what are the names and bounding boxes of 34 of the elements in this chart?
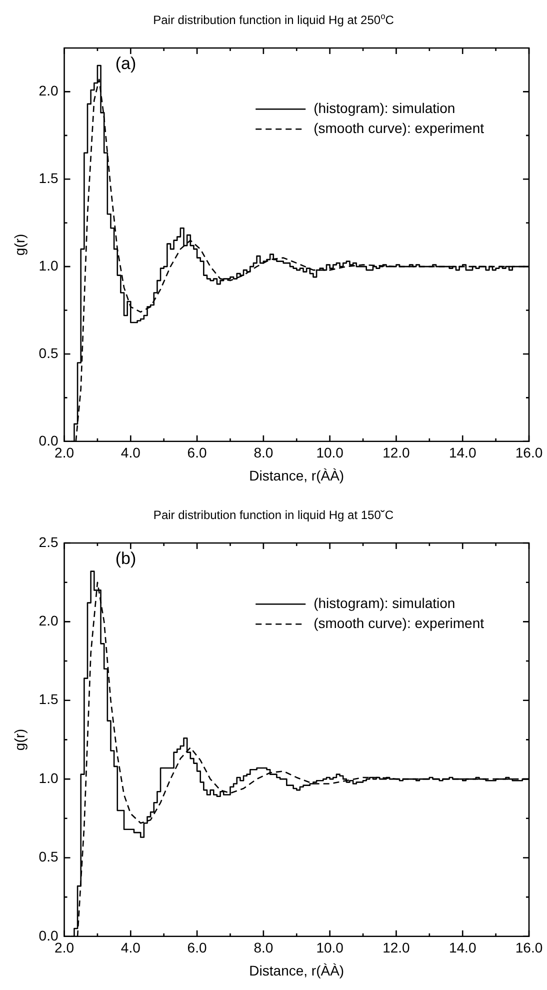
x-tick-label: 4.0 — [120, 444, 141, 461]
legend-label: (smooth curve): experiment — [314, 615, 484, 631]
annotation: (a) — [115, 54, 136, 74]
x-tick-label: 6.0 — [187, 444, 207, 461]
x-tick-label: 16.0 — [515, 444, 543, 461]
y-axis-title: g(r) — [11, 728, 28, 751]
y-tick-label: 1.5 — [38, 170, 58, 186]
x-tick-label: 12.0 — [382, 940, 410, 956]
y-tick-label: 0.5 — [38, 344, 58, 361]
x-tick-label: 10.0 — [316, 940, 344, 956]
x-axis-title: Distance, r(ÀÀ) — [249, 467, 344, 484]
x-tick-label: 8.0 — [254, 444, 274, 461]
chart-title: Pair distribution function in liquid Hg at 150˘C — [153, 508, 394, 522]
x-tick-label: 14.0 — [448, 444, 476, 461]
x-tick-label: 6.0 — [187, 940, 207, 956]
y-tick-label: 0.5 — [38, 848, 58, 865]
legend-label: (histogram): simulation — [314, 595, 456, 611]
y-tick-label: 2.5 — [38, 534, 58, 550]
y-axis-title: g(r) — [11, 234, 28, 256]
y-tick-label: 1.5 — [38, 691, 58, 708]
annotation: (b) — [115, 549, 136, 568]
y-tick-label: 2.0 — [38, 612, 58, 629]
y-tick-label: 1.0 — [38, 770, 58, 786]
x-tick-label: 14.0 — [448, 940, 476, 956]
x-tick-label: 8.0 — [254, 940, 274, 956]
x-tick-label: 4.0 — [120, 940, 141, 956]
x-tick-label: 12.0 — [382, 444, 410, 461]
x-tick-label: 10.0 — [316, 444, 344, 461]
legend-label: (histogram): simulation — [314, 100, 456, 116]
legend-label: (smooth curve): experiment — [314, 120, 484, 136]
y-tick-label: 2.0 — [38, 82, 58, 99]
x-axis-title: Distance, r(ÀÀ) — [249, 962, 344, 978]
x-tick-label: 16.0 — [515, 940, 543, 956]
y-tick-label: 1.0 — [38, 257, 58, 274]
